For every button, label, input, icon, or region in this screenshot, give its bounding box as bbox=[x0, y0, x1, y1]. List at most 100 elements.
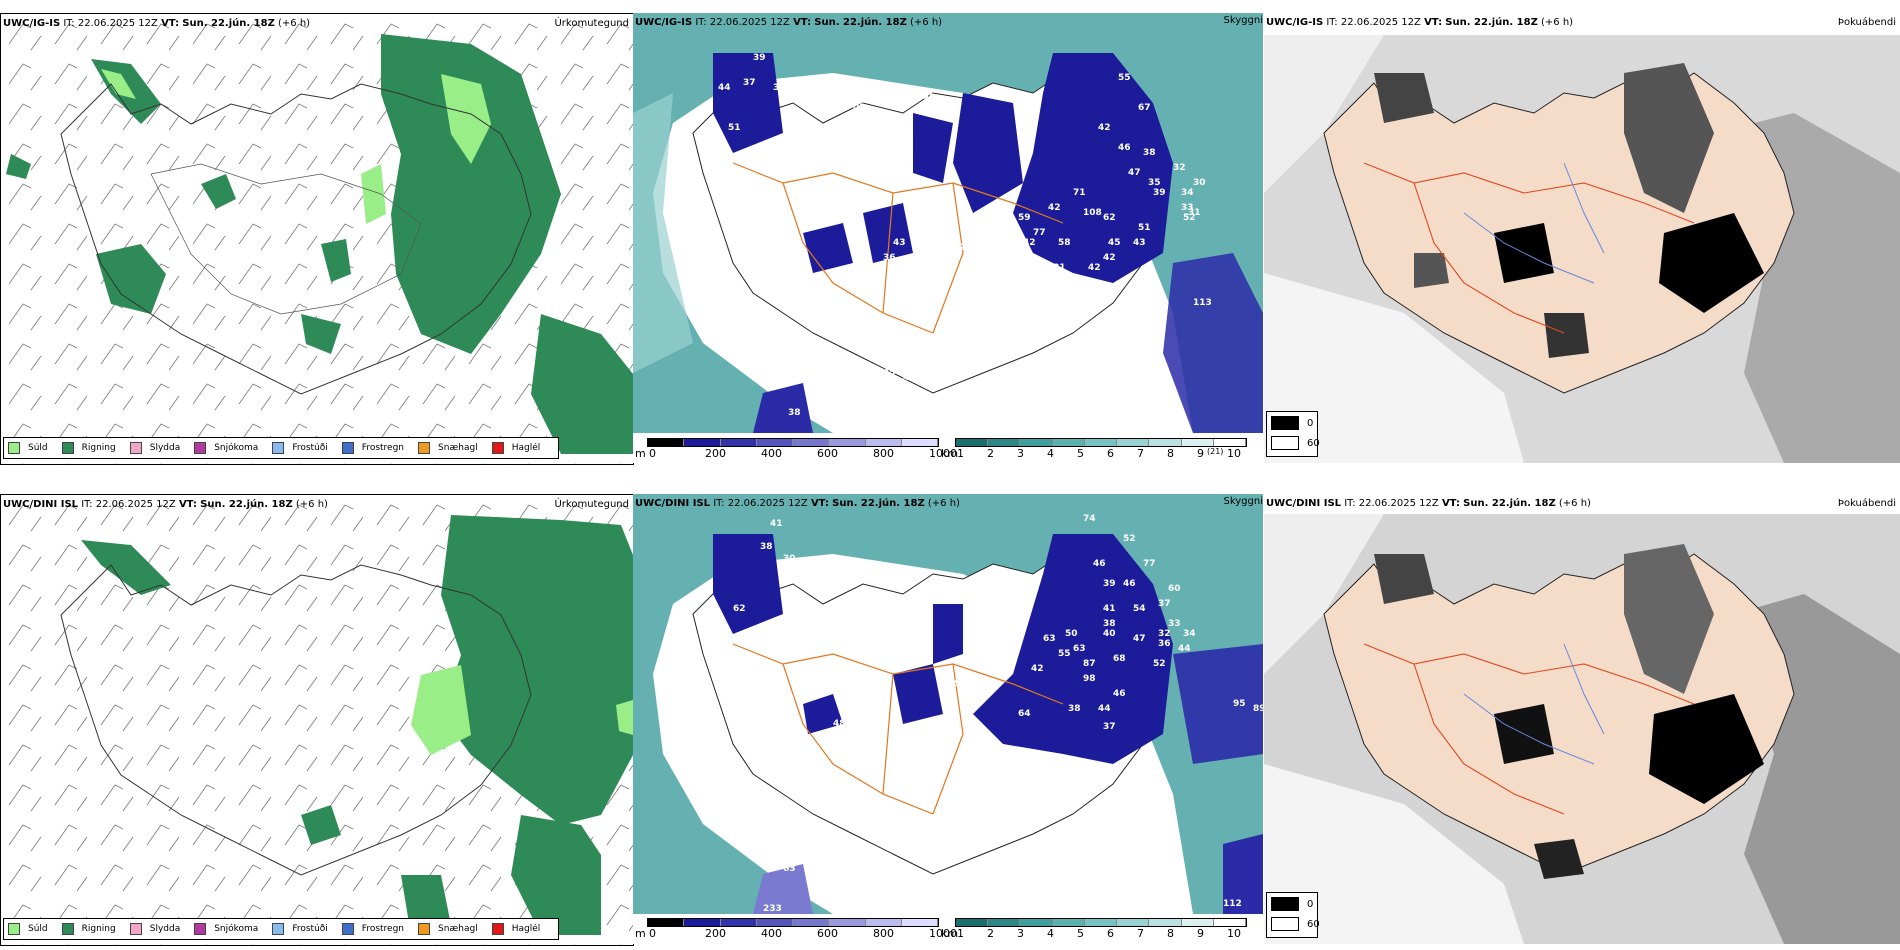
visibility-value: 51 bbox=[1138, 223, 1151, 233]
visibility-value: 77 bbox=[1033, 228, 1046, 238]
vis-tick: 4 bbox=[1047, 927, 1054, 940]
fog-panel-row2: UWC/DINI ISL IT: 22.06.2025 12Z VT: Sun.… bbox=[1264, 494, 1900, 944]
legend-item-snjókoma: Snjókoma bbox=[194, 923, 258, 935]
fog-legend-value: 60 bbox=[1307, 918, 1320, 930]
visibility-value: 55 bbox=[1118, 73, 1131, 83]
height-tick: 1000 bbox=[929, 927, 957, 940]
vis-extra-row1: (21) bbox=[1207, 447, 1224, 456]
legend-label: Rigning bbox=[81, 443, 116, 453]
visibility-value: 59 bbox=[1018, 213, 1031, 223]
visibility-value: 45 bbox=[883, 368, 896, 378]
visibility-value: 44 bbox=[903, 373, 916, 383]
vis-tick: 3 bbox=[1017, 927, 1024, 940]
vis-tick: 4 bbox=[1047, 447, 1054, 460]
legend-swatch bbox=[272, 442, 285, 454]
visibility-value: 44 bbox=[718, 83, 731, 93]
visibility-value: 64 bbox=[833, 183, 846, 193]
legend-swatch bbox=[341, 442, 354, 454]
visibility-value: 47 bbox=[1133, 634, 1146, 644]
visibility-value: 44 bbox=[1098, 704, 1111, 714]
visibility-value: 45 bbox=[1108, 238, 1121, 248]
precip-legend-row1: Súld Rigning Slydda Snjókoma Frostúði Frostre… bbox=[3, 437, 560, 459]
vis-tick: 8 bbox=[1167, 927, 1174, 940]
legend-item-snjókoma: Snjókoma bbox=[194, 442, 258, 454]
legend-label: Haglél bbox=[511, 924, 541, 934]
visibility-value: 62 bbox=[1103, 213, 1116, 223]
header-row1-visibility: UWC/IG-IS IT: 22.06.2025 12Z VT: Sun. 22… bbox=[635, 17, 943, 28]
visibility-value: 30 bbox=[1193, 178, 1206, 188]
visibility-value: 71 bbox=[1073, 188, 1086, 198]
scales-row1: m 0 200 400 600 800 1000 km 1 2 3 4 5 6 7 8 9 10 (21) bbox=[635, 438, 1263, 463]
visibility-value: 57 bbox=[858, 148, 871, 158]
visibility-value: 33 bbox=[1168, 619, 1181, 629]
visibility-value: 233 bbox=[763, 904, 782, 914]
visibility-value: 67 bbox=[1138, 103, 1151, 113]
visibility-value: 105 bbox=[880, 138, 899, 148]
fog-title-row2: Þokuábendi bbox=[1837, 498, 1896, 509]
legend-label: Frostregn bbox=[361, 924, 405, 934]
vis-unit-row2: km bbox=[941, 927, 959, 940]
legend-swatch bbox=[491, 923, 504, 935]
visibility-title-row1: Skyggni bbox=[1223, 15, 1263, 26]
visibility-value: 37 bbox=[1158, 599, 1171, 609]
visibility-value: 77 bbox=[1143, 559, 1156, 569]
visibility-value: 41 bbox=[1103, 604, 1116, 614]
fog-legend-row1: 0 60 bbox=[1266, 411, 1320, 457]
fog-legend-value: 60 bbox=[1307, 437, 1320, 449]
legend-swatch bbox=[272, 923, 285, 935]
visibility-value: 42 bbox=[1023, 238, 1036, 248]
legend-item-rigning: Rigning bbox=[61, 923, 116, 935]
legend-item-frostúði: Frostúði bbox=[272, 923, 328, 935]
legend-swatch bbox=[61, 923, 74, 935]
visibility-value: 47 bbox=[1128, 168, 1141, 178]
vis-tick: 7 bbox=[1137, 927, 1144, 940]
header-row2-fog: UWC/DINI ISL IT: 22.06.2025 12Z VT: Sun.… bbox=[1266, 498, 1591, 509]
visibility-value: 98 bbox=[1083, 674, 1096, 684]
vis-tick: 5 bbox=[1077, 927, 1084, 940]
visibility-value: 68 bbox=[1113, 654, 1126, 664]
visibility-value: 35 bbox=[1148, 178, 1161, 188]
vis-tick: 1 bbox=[957, 447, 964, 460]
visibility-value: 60 bbox=[1168, 584, 1181, 594]
height-tick: 600 bbox=[817, 927, 838, 940]
visibility-value: 95 bbox=[1233, 699, 1246, 709]
fog-swatch-black bbox=[1271, 416, 1299, 430]
visibility-value: 37 bbox=[1103, 722, 1116, 732]
vis-tick: 10 bbox=[1227, 447, 1241, 460]
fog-swatch-white bbox=[1271, 917, 1299, 931]
visibility-value: 62 bbox=[733, 604, 746, 614]
vis-tick: 8 bbox=[1167, 447, 1174, 460]
visibility-value: 38 bbox=[803, 118, 816, 128]
header-row1-precip: UWC/IG-IS IT: 22.06.2025 12Z VT: Sun. 22… bbox=[3, 18, 311, 29]
fog-panel-row1: UWC/IG-IS IT: 22.06.2025 12Z VT: Sun. 22… bbox=[1264, 13, 1900, 463]
visibility-value: 52 bbox=[1123, 534, 1136, 544]
visibility-value: 87 bbox=[1083, 659, 1096, 669]
precip-panel-row2: UWC/DINI ISL IT: 22.06.2025 12Z VT: Sun.… bbox=[0, 494, 634, 946]
visibility-value: 40 bbox=[1103, 629, 1116, 639]
legend-item-haglél: Haglél bbox=[491, 442, 540, 454]
height-tick: 200 bbox=[705, 447, 726, 460]
visibility-value: 74 bbox=[1083, 514, 1096, 524]
legend-swatch bbox=[194, 923, 207, 935]
visibility-value: 48 bbox=[833, 719, 846, 729]
precip-title-row2: Úrkomutegund bbox=[554, 499, 629, 510]
visibility-value: 58 bbox=[918, 268, 931, 278]
height-tick: 200 bbox=[705, 927, 726, 940]
visibility-value: 50 bbox=[1065, 629, 1078, 639]
vis-tick: 9 bbox=[1197, 927, 1204, 940]
precip-title-row1: Úrkomutegund bbox=[554, 18, 629, 29]
header-row1-fog: UWC/IG-IS IT: 22.06.2025 12Z VT: Sun. 22… bbox=[1266, 17, 1574, 28]
legend-item-snæhagl: Snæhagl bbox=[418, 442, 478, 454]
visibility-value: 38 bbox=[1143, 148, 1156, 158]
visibility-value: 42 bbox=[1048, 203, 1061, 213]
legend-item-snæhagl: Snæhagl bbox=[418, 923, 478, 935]
visibility-value: 32 bbox=[1158, 629, 1171, 639]
visibility-value: 69 bbox=[803, 338, 816, 348]
visibility-value: 64 bbox=[828, 123, 841, 133]
visibility-value: 41 bbox=[770, 519, 783, 529]
vis-tick: 7 bbox=[1137, 447, 1144, 460]
height-tick: 0 bbox=[649, 927, 656, 940]
visibility-value: 34 bbox=[1181, 188, 1194, 198]
vis-tick: 9 bbox=[1197, 447, 1204, 460]
visibility-value: 33 bbox=[1181, 203, 1194, 213]
